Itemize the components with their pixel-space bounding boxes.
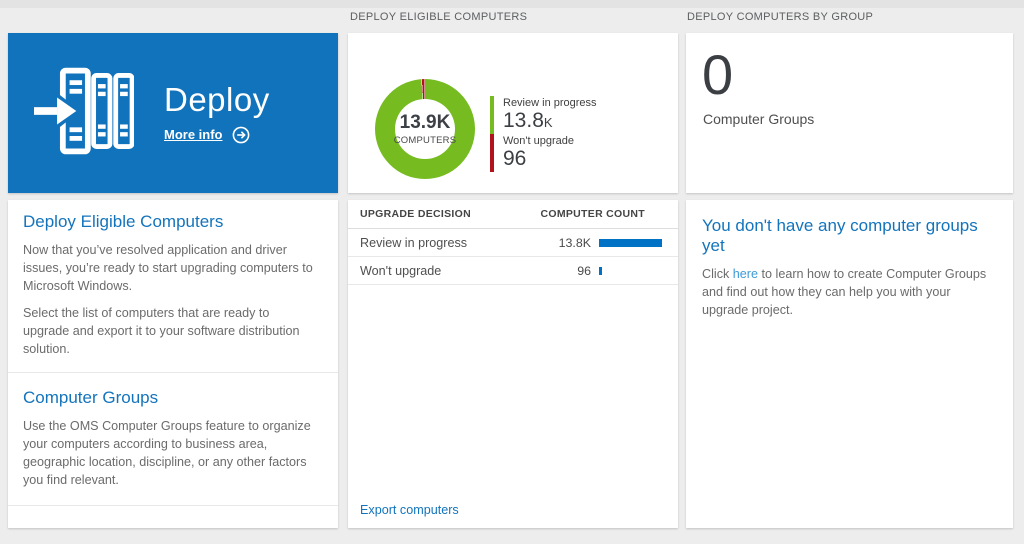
deploy-eligible-computers-section: Deploy Eligible Computers Now that you’v… (8, 200, 338, 373)
row-bar-container (591, 266, 666, 275)
arrow-circle-icon[interactable] (232, 126, 250, 144)
legend-swatch-red (490, 134, 494, 172)
computer-groups-paragraph: Use the OMS Computer Groups feature to o… (23, 419, 311, 487)
row-bar (599, 238, 662, 247)
upgrade-decision-table-panel: UPGRADE DECISION COMPUTER COUNT Review i… (348, 200, 678, 528)
computer-groups-section: Computer Groups Use the OMS Computer Gro… (8, 373, 338, 506)
text-before-link: Click (702, 267, 733, 281)
deploy-eligible-computers-heading: Deploy Eligible Computers (23, 212, 224, 231)
row-value: 13.8K (558, 235, 591, 250)
computer-groups-heading: Computer Groups (23, 388, 159, 407)
no-computer-groups-text: Click here to learn how to create Comput… (702, 265, 995, 319)
section-header-deploy-eligible-computers: DEPLOY ELIGIBLE COMPUTERS (350, 11, 528, 23)
eligible-computers-chart-panel: 13.9K COMPUTERS Review in progress 13.8K… (348, 33, 678, 193)
more-info-link[interactable]: More info (164, 127, 223, 143)
computers-donut-chart[interactable]: 13.9K COMPUTERS (375, 79, 475, 179)
computer-groups-empty-panel: You don't have any computer groups yet C… (686, 200, 1013, 528)
here-link[interactable]: here (732, 267, 759, 281)
deploy-eligible-paragraph-2: Select the list of computers that are re… (23, 306, 300, 356)
row-value: 96 (577, 263, 591, 278)
column-header-computer-count: COMPUTER COUNT (540, 208, 645, 220)
computer-groups-count: 0 (702, 43, 734, 106)
row-label: Won't upgrade (360, 263, 442, 278)
export-computers-link[interactable]: Export computers (360, 503, 459, 517)
legend-value: 96 (503, 147, 527, 170)
donut-total-label: COMPUTERS (393, 134, 457, 146)
row-bar-container (591, 238, 666, 247)
deploy-eligible-paragraph-1: Now that you’ve resolved application and… (23, 243, 313, 293)
tile-title: Deploy (164, 81, 270, 119)
table-row-review-in-progress[interactable]: Review in progress 13.8K (348, 229, 678, 257)
top-strip (0, 0, 1024, 8)
text-after-link: to learn how to create Computer Groups a… (702, 267, 987, 317)
table-row-wont-upgrade[interactable]: Won't upgrade 96 (348, 257, 678, 285)
legend-label: Review in progress (503, 97, 597, 109)
section-header-deploy-computers-by-group: DEPLOY COMPUTERS BY GROUP (687, 11, 874, 23)
no-computer-groups-heading: You don't have any computer groups yet (702, 216, 978, 255)
computer-groups-count-label: Computer Groups (703, 111, 815, 127)
legend-item-wont-upgrade[interactable]: Won't upgrade 96 (490, 134, 597, 172)
table-header-row: UPGRADE DECISION COMPUTER COUNT (348, 200, 678, 229)
deploy-info-panel: Deploy Eligible Computers Now that you’v… (8, 200, 338, 528)
deploy-tile[interactable]: Deploy More info (8, 33, 338, 193)
legend-label: Won't upgrade (503, 135, 575, 147)
row-bar (599, 266, 602, 275)
deploy-icon (34, 67, 135, 160)
computer-groups-count-panel[interactable]: 0 Computer Groups (686, 33, 1013, 193)
donut-center: 13.9K COMPUTERS (393, 99, 457, 159)
legend-swatch-green (490, 96, 494, 134)
donut-total-value: 13.9K (399, 111, 451, 133)
column-header-upgrade-decision: UPGRADE DECISION (360, 208, 471, 220)
legend-value: 13.8K (503, 109, 553, 132)
row-label: Review in progress (360, 235, 468, 250)
chart-legend: Review in progress 13.8K Won't upgrade 9… (490, 96, 597, 172)
legend-item-review-in-progress[interactable]: Review in progress 13.8K (490, 96, 597, 134)
tile-text-block: Deploy More info (164, 81, 270, 144)
